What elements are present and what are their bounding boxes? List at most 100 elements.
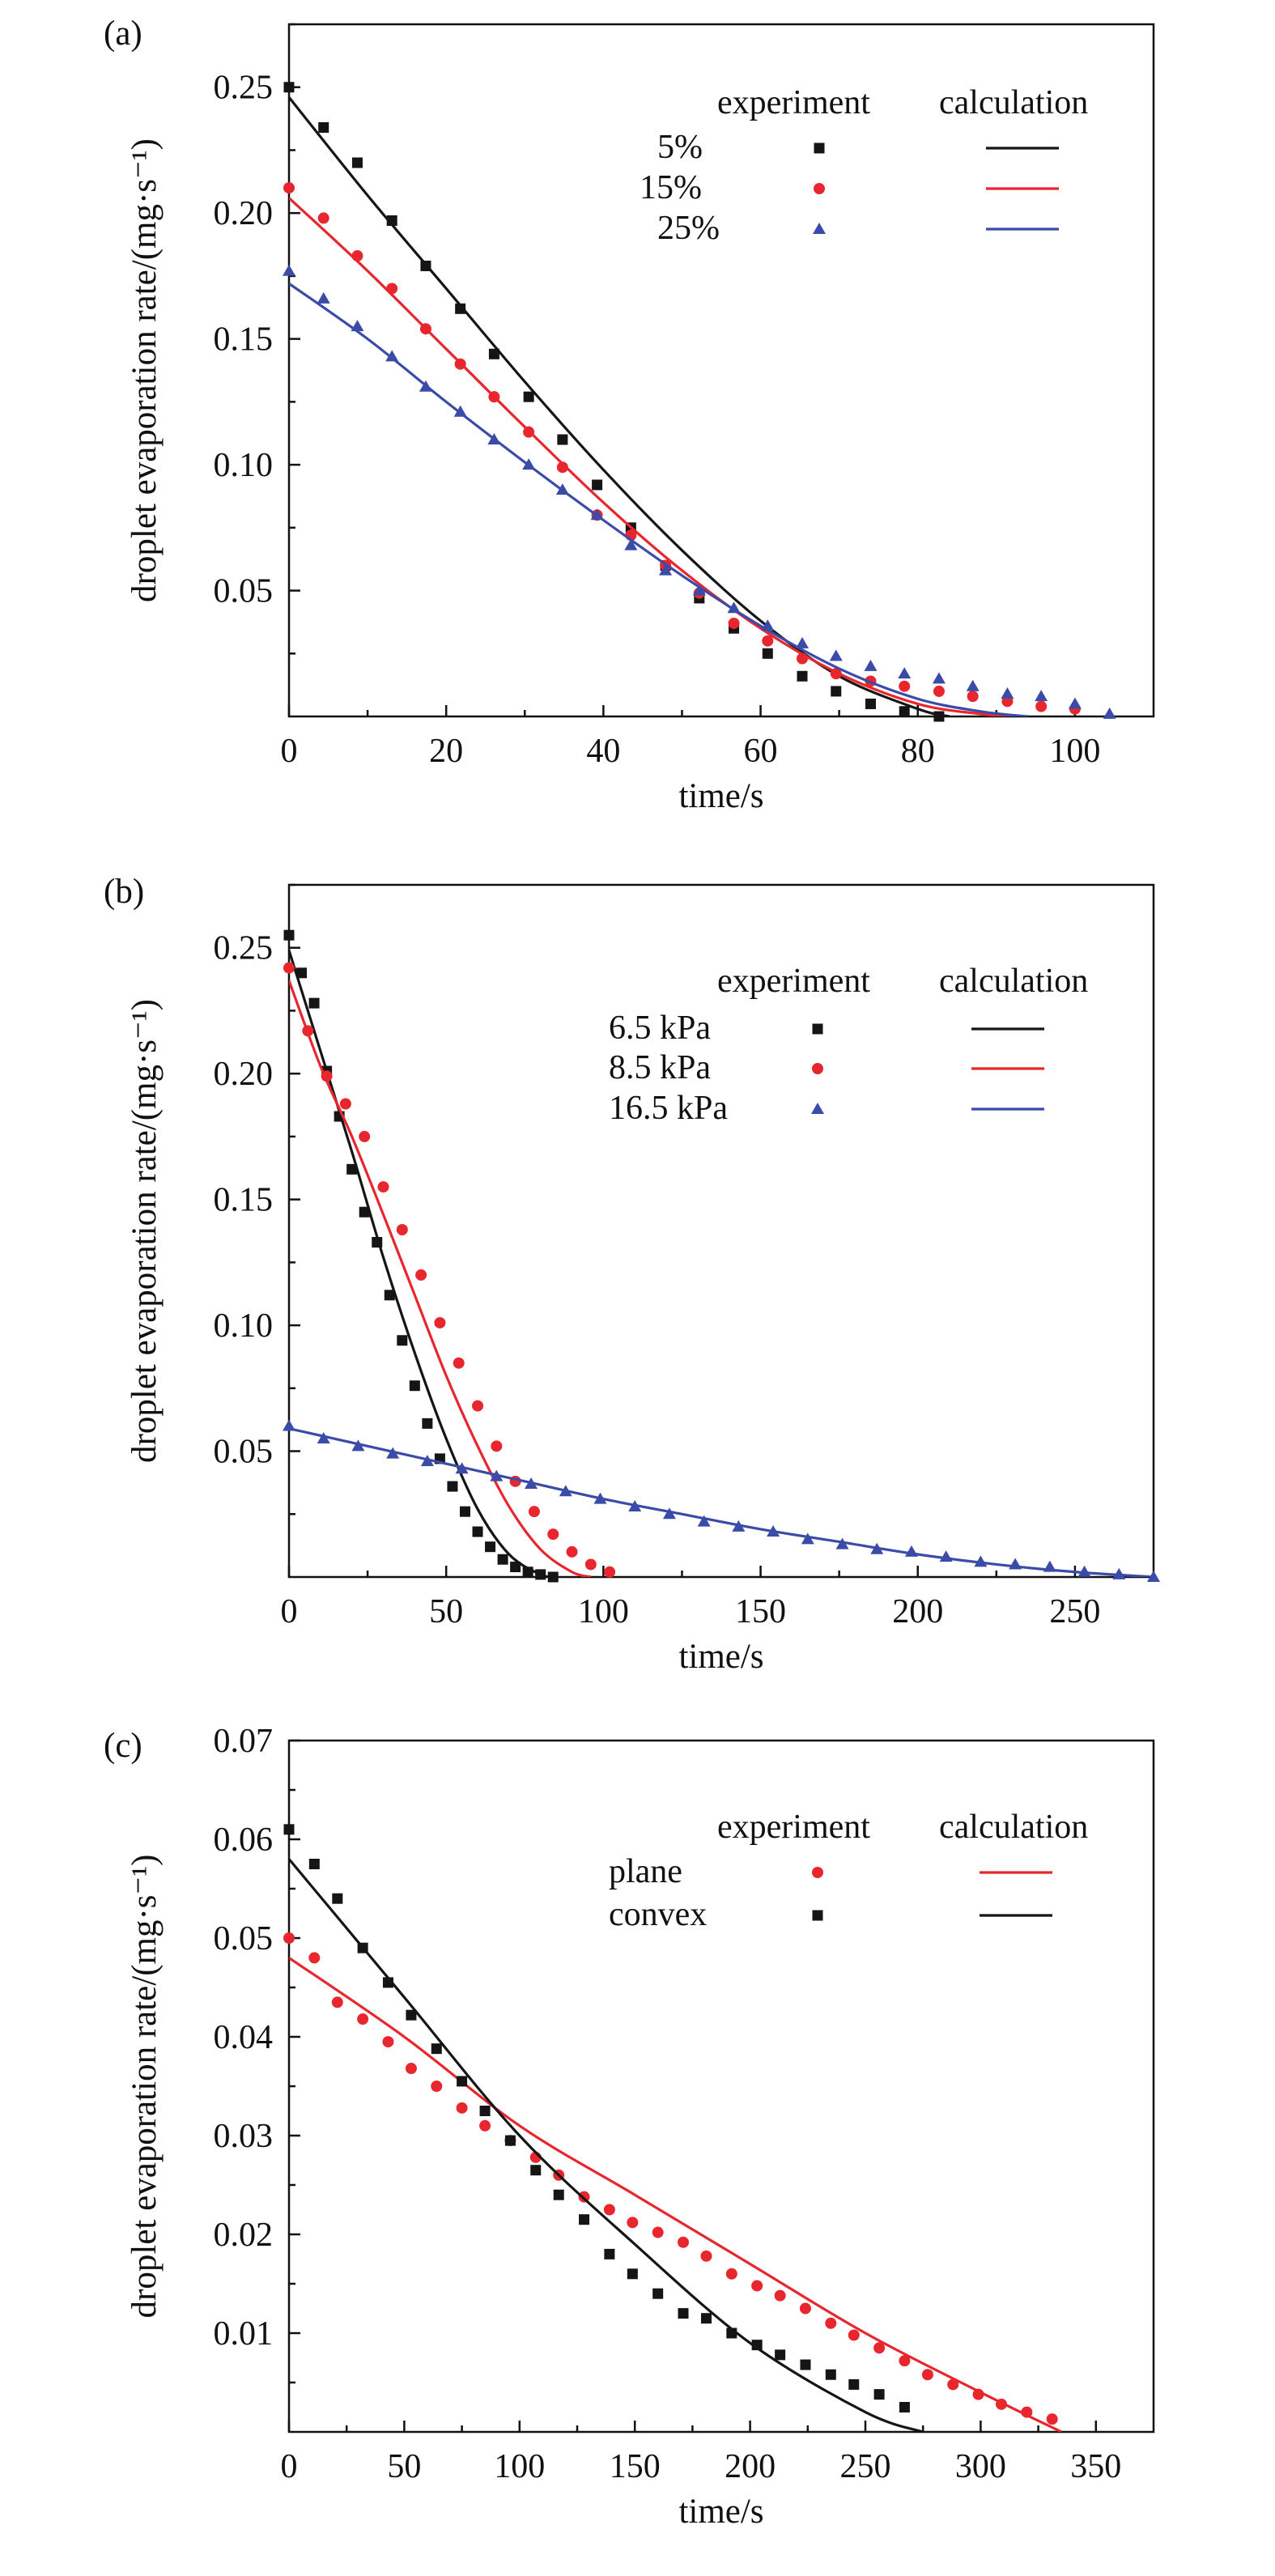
- experiment-point: [557, 434, 568, 445]
- x-tick-label: 200: [725, 2448, 776, 2485]
- experiment-point: [799, 2302, 811, 2315]
- experiment-point: [624, 538, 638, 550]
- calculation-line: [289, 950, 557, 1577]
- experiment-point: [604, 2248, 615, 2259]
- experiment-point: [727, 601, 741, 614]
- experiment-point: [678, 2236, 690, 2248]
- experiment-point: [456, 2102, 468, 2114]
- experiment-point: [864, 659, 878, 671]
- panel-label: (a): [104, 15, 142, 53]
- x-tick-label: 100: [494, 2448, 545, 2485]
- calculation-line: [289, 1858, 924, 2432]
- experiment-point: [317, 291, 330, 304]
- experiment-point: [382, 2036, 394, 2048]
- experiment-point: [332, 1893, 343, 1904]
- legend-header-experiment: experiment: [717, 963, 870, 1000]
- experiment-point: [1001, 687, 1014, 699]
- legend-marker: [811, 1103, 824, 1114]
- experiment-point: [384, 1290, 395, 1301]
- experiment-point: [603, 2204, 615, 2216]
- experiment-point: [825, 2369, 836, 2380]
- legend-entry-label: 5%: [657, 129, 703, 166]
- experiment-point: [899, 2355, 911, 2367]
- experiment-point: [835, 1537, 849, 1549]
- y-tick-label: 0.10: [214, 447, 274, 484]
- experiment-point: [308, 1952, 321, 1964]
- x-tick-label: 250: [1049, 1593, 1100, 1630]
- experiment-point: [1147, 1571, 1160, 1582]
- legend: experiment calculation plane convex: [609, 1809, 1088, 1933]
- experiment-point: [697, 1515, 711, 1527]
- series-8-5-kpa: [283, 962, 616, 1578]
- experiment-point: [357, 2013, 369, 2026]
- experiment-point: [848, 2329, 860, 2341]
- experiment-point: [522, 458, 536, 470]
- experiment-point: [848, 2378, 860, 2390]
- calculation-line: [289, 197, 1013, 716]
- legend-marker: [812, 1910, 823, 1921]
- legend: experiment calculation 5%15% 25%: [640, 84, 1088, 247]
- legend-entry-label: 25%: [657, 210, 720, 247]
- experiment-point: [372, 1236, 383, 1248]
- experiment-point: [947, 2378, 959, 2391]
- experiment-point: [933, 711, 945, 722]
- x-tick-label: 80: [901, 733, 935, 770]
- experiment-point: [497, 1554, 508, 1565]
- experiment-point: [899, 680, 911, 692]
- legend-header-calculation: calculation: [939, 84, 1088, 121]
- y-tick-label: 0.15: [214, 321, 274, 359]
- legend-entry-label: 8.5 kPa: [609, 1049, 711, 1086]
- experiment-point: [455, 303, 466, 314]
- experiment-point: [932, 672, 946, 684]
- x-axis-label: time/s: [678, 1638, 763, 1676]
- series-5-: [283, 82, 950, 722]
- panel-b: (b) 0 50 100 150 200 250 0.05 0.10 0.15 0.20 0.25 ti…: [104, 873, 1160, 1676]
- experiment-point: [547, 1571, 559, 1583]
- experiment-point: [472, 1400, 484, 1412]
- experiment-point: [523, 426, 535, 438]
- experiment-point: [308, 997, 320, 1009]
- legend-entry-label: plane: [609, 1853, 682, 1890]
- x-axis-label: time/s: [678, 777, 763, 815]
- experiment-point: [377, 1181, 389, 1193]
- y-tick-label: 0.05: [214, 1434, 274, 1471]
- experiment-point: [966, 679, 980, 691]
- experiment-point: [566, 1545, 578, 1558]
- experiment-point: [829, 649, 843, 661]
- experiment-point: [590, 508, 604, 521]
- plot-frame: [287, 23, 1155, 718]
- experiment-point: [1068, 697, 1082, 709]
- calculation-line: [289, 282, 1028, 716]
- experiment-point: [283, 1932, 295, 1944]
- experiment-point: [487, 433, 501, 444]
- y-tick-label: 0.05: [214, 573, 274, 610]
- panel-label: (c): [104, 1727, 142, 1765]
- experiment-point: [472, 1526, 483, 1537]
- experiment-point: [504, 2135, 516, 2146]
- experiment-point: [1021, 2406, 1033, 2418]
- experiment-point: [996, 2398, 1008, 2410]
- experiment-point: [535, 1569, 546, 1580]
- y-axis-label: droplet evaporation rate/(mg·s⁻¹): [125, 999, 164, 1463]
- experiment-point: [939, 1550, 953, 1562]
- experiment-point: [700, 2313, 712, 2324]
- experiment-point: [604, 1566, 616, 1578]
- experiment-point: [800, 2359, 811, 2370]
- experiment-point: [904, 1545, 918, 1557]
- experiment-point: [726, 2327, 737, 2339]
- series-16-5-kpa: [283, 1419, 1160, 1582]
- legend-marker: [814, 183, 825, 194]
- experiment-point: [296, 967, 308, 979]
- experiment-point: [351, 250, 363, 262]
- experiment-point: [339, 1098, 351, 1110]
- plot-frame: [287, 883, 1155, 1579]
- experiment-point: [628, 1499, 642, 1511]
- experiment-point: [762, 648, 773, 659]
- series-25-: [283, 264, 1116, 719]
- experiment-point: [767, 1525, 780, 1537]
- experiment-point: [556, 461, 568, 474]
- x-tick-label: 200: [892, 1593, 943, 1630]
- experiment-point: [459, 1506, 470, 1517]
- experiment-point: [457, 2076, 468, 2087]
